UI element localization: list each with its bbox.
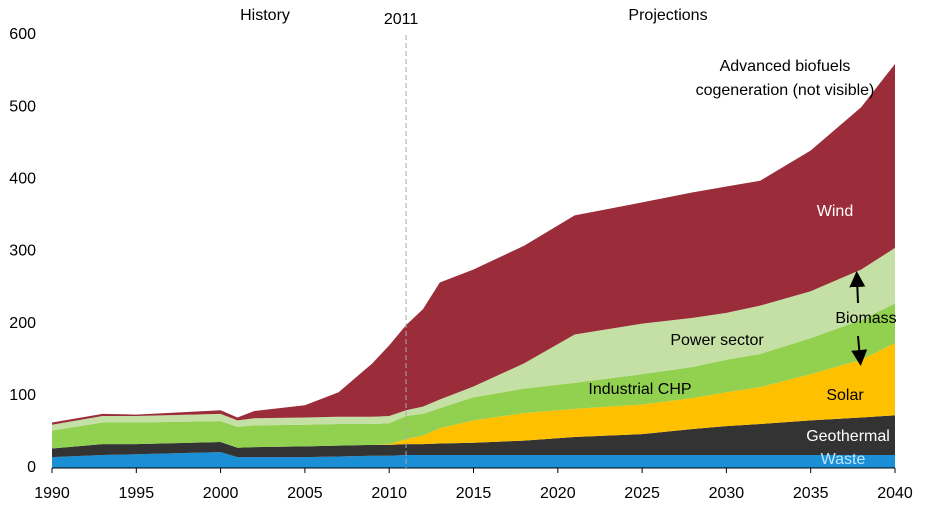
y-tick-label: 400 — [9, 171, 36, 188]
series-label: Solar — [826, 387, 864, 404]
y-tick-label: 100 — [9, 387, 36, 404]
x-tick-label: 2015 — [456, 485, 492, 502]
area — [52, 452, 895, 468]
group-label: Biomass — [835, 310, 896, 327]
y-tick-label: 300 — [9, 243, 36, 260]
y-tick-label: 500 — [9, 98, 36, 115]
x-tick-label: 1990 — [34, 485, 70, 502]
y-tick-label: 600 — [9, 26, 36, 43]
region-label: Projections — [628, 7, 707, 24]
area — [52, 415, 895, 458]
divider-label: 2011 — [384, 11, 419, 28]
x-tick-label: 2025 — [624, 485, 660, 502]
arrow — [851, 335, 868, 366]
x-tick-label: 2020 — [540, 485, 576, 502]
x-tick-label: 1995 — [119, 485, 155, 502]
area — [52, 303, 895, 449]
y-tick-label: 200 — [9, 315, 36, 332]
annotation: Advanced biofuels — [720, 58, 851, 75]
x-tick-label: 2005 — [287, 485, 323, 502]
arrow — [849, 271, 866, 304]
series-label: Power sector — [670, 332, 764, 349]
area — [52, 343, 895, 449]
x-tick-label: 2040 — [877, 485, 913, 502]
x-tick-label: 2000 — [203, 485, 239, 502]
series-label: Waste — [821, 451, 866, 468]
x-tick-label: 2035 — [793, 485, 829, 502]
series-label: Geothermal — [806, 428, 890, 445]
region-label: History — [240, 7, 290, 24]
area — [52, 247, 895, 431]
series-label: Industrial CHP — [588, 381, 691, 398]
annotation: cogeneration (not visible) — [696, 82, 875, 99]
y-tick-label: 0 — [27, 459, 36, 476]
series-label: Wind — [817, 203, 853, 220]
area — [52, 63, 895, 425]
x-tick-label: 2010 — [371, 485, 407, 502]
x-tick-label: 2030 — [709, 485, 745, 502]
